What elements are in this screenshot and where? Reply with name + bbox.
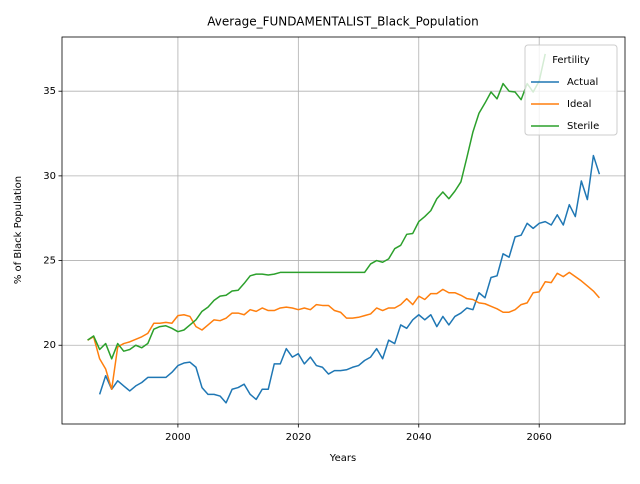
x-tick-label: 2020 (286, 432, 311, 443)
legend-label: Actual (567, 77, 598, 88)
legend-box (524, 44, 618, 136)
legend-label: Ideal (567, 99, 591, 110)
legend-label: Sterile (567, 121, 599, 132)
series-line (98, 154, 601, 404)
y-tick-label: 25 (43, 256, 56, 267)
y-axis-label: % of Black Population (13, 176, 24, 284)
x-tick-label: 2000 (165, 432, 190, 443)
y-tick-label: 30 (43, 171, 56, 182)
x-tick-label: 2060 (526, 432, 551, 443)
legend: Fertility Actual Ideal Sterile (524, 44, 618, 136)
plot-frame (61, 36, 626, 425)
series-line (87, 271, 600, 391)
y-tick-label: 20 (43, 340, 56, 351)
chart-title: Average_FUNDAMENTALIST_Black_Population (207, 15, 478, 29)
x-axis-label: Years (329, 453, 356, 464)
series-line (87, 53, 546, 360)
x-tick-label: 2040 (406, 432, 431, 443)
legend-title: Fertility (552, 55, 590, 66)
y-tick-label: 35 (43, 86, 56, 97)
